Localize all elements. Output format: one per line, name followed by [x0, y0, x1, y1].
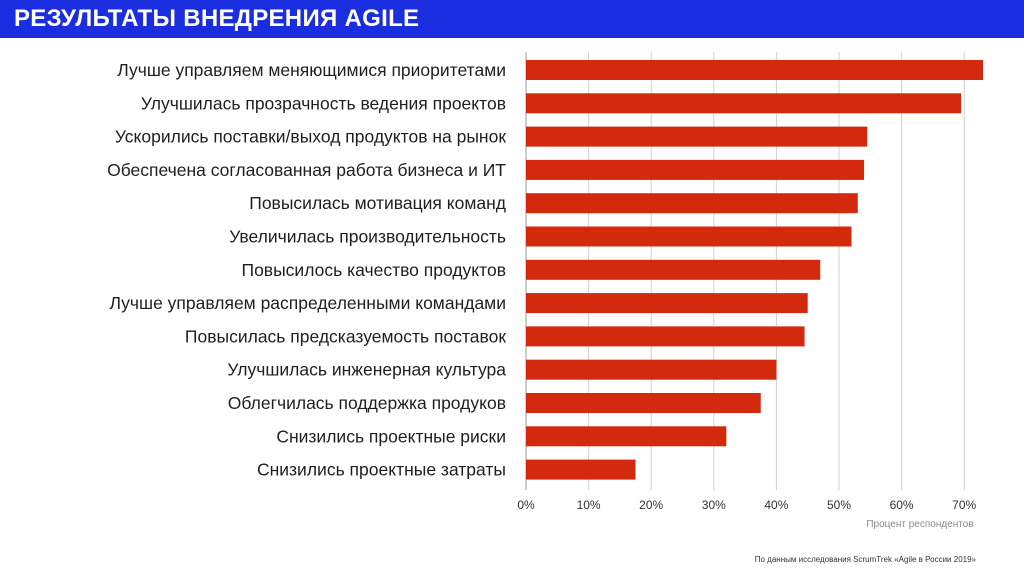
category-label: Лучше управляем меняющимися приоритетами [117, 60, 506, 80]
bar [526, 293, 808, 314]
category-label: Повысилось качество продуктов [242, 260, 507, 280]
category-label: Улучшилась инженерная культура [227, 360, 506, 380]
x-tick-label: 60% [890, 498, 914, 512]
x-tick-label: 0% [517, 498, 535, 512]
x-tick-label: 70% [952, 498, 976, 512]
x-tick-label: 30% [702, 498, 726, 512]
x-tick-label: 10% [577, 498, 601, 512]
bar [526, 126, 868, 147]
category-label: Облегчилась поддержка продуков [228, 393, 506, 413]
header-bar: РЕЗУЛЬТАТЫ ВНЕДРЕНИЯ AGILE [0, 0, 1024, 38]
x-tick-label: 40% [764, 498, 788, 512]
x-axis-label: Процент респондентов [866, 519, 973, 530]
category-label: Увеличилась производительность [229, 227, 506, 247]
category-label: Лучше управляем распределенными командам… [109, 293, 506, 313]
bar [526, 193, 858, 214]
category-label: Обеспечена согласованная работа бизнеса … [107, 160, 506, 180]
bar [526, 326, 805, 347]
category-label: Снизились проектные риски [276, 426, 506, 446]
source-note: По данным исследования ScrumTrek «Agile … [754, 555, 976, 564]
bar [526, 159, 865, 180]
bar [526, 60, 983, 80]
category-label: Повысилась мотивация команд [249, 193, 506, 213]
x-tick-label: 20% [639, 498, 663, 512]
slide-title: РЕЗУЛЬТАТЫ ВНЕДРЕНИЯ AGILE [14, 5, 420, 32]
bar [526, 426, 727, 447]
bar [526, 359, 777, 380]
category-label: Снизились проектные затраты [257, 460, 506, 480]
bar [526, 226, 852, 247]
x-tick-label: 50% [827, 498, 851, 512]
bar [526, 393, 761, 413]
category-label: Повысилась предсказуемость поставок [185, 326, 506, 346]
bar [526, 93, 962, 114]
bar [526, 459, 636, 480]
category-label: Улучшилась прозрачность ведения проектов [141, 93, 506, 113]
bar [526, 259, 821, 280]
category-label: Ускорились поставки/выход продуктов на р… [115, 127, 507, 147]
